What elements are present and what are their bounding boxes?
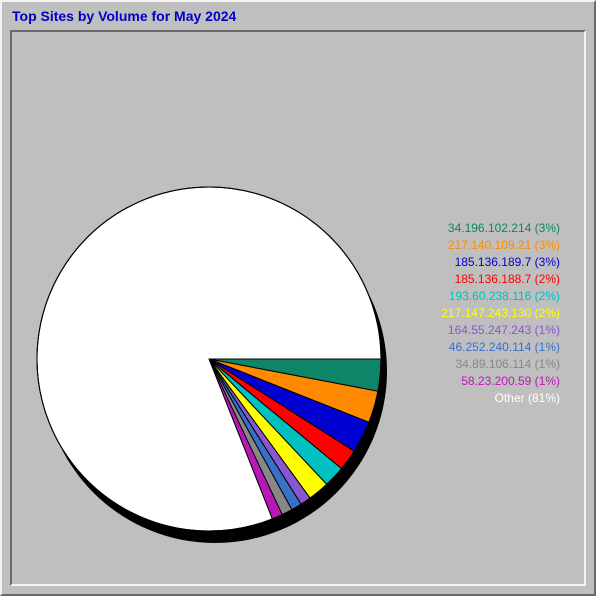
legend-entry: 185.136.189.7 (3%) (441, 254, 560, 271)
legend-entry: 58.23.200.59 (1%) (441, 373, 560, 390)
legend-entry: 34.89.106.114 (1%) (441, 356, 560, 373)
legend-entry: 217.147.243.130 (2%) (441, 305, 560, 322)
legend-entry: Other (81%) (441, 390, 560, 407)
legend: 34.196.102.214 (3%)217.140.109.21 (3%)18… (441, 220, 560, 407)
legend-entry: 217.140.109.21 (3%) (441, 237, 560, 254)
chart-inner-frame: 34.196.102.214 (3%)217.140.109.21 (3%)18… (10, 30, 586, 586)
chart-title: Top Sites by Volume for May 2024 (12, 8, 236, 24)
legend-entry: 185.136.188.7 (2%) (441, 271, 560, 288)
legend-entry: 34.196.102.214 (3%) (441, 220, 560, 237)
legend-entry: 164.55.247.243 (1%) (441, 322, 560, 339)
legend-entry: 193.60.238.116 (2%) (441, 288, 560, 305)
legend-entry: 46.252.240.114 (1%) (441, 339, 560, 356)
chart-frame: Top Sites by Volume for May 2024 34.196.… (0, 0, 596, 596)
